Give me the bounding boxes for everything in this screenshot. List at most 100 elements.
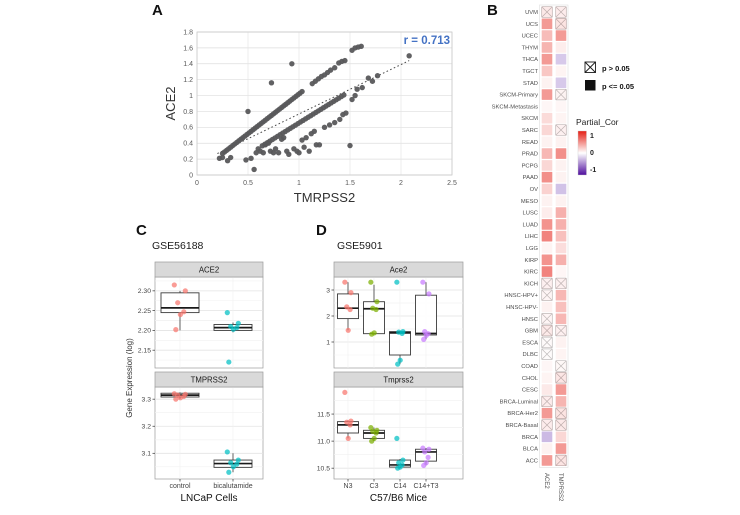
cancer-type-label: KIRC bbox=[524, 270, 538, 276]
y-axis-title: Gene Expression (log) bbox=[125, 338, 134, 418]
cancer-type-label: CESC bbox=[522, 388, 538, 394]
data-point bbox=[253, 150, 259, 156]
jitter-point bbox=[230, 326, 236, 332]
data-point bbox=[275, 150, 282, 156]
y-tick-label: 0.8 bbox=[183, 109, 193, 116]
data-point bbox=[289, 61, 295, 67]
cancer-type-label: BRCA-Her2 bbox=[507, 411, 538, 417]
jitter-point bbox=[345, 327, 351, 333]
cancer-type-label: LIHC bbox=[525, 234, 538, 240]
cancer-type-label: UCEC bbox=[522, 34, 538, 40]
heatmap-cell bbox=[555, 183, 567, 195]
heatmap-cell bbox=[541, 384, 553, 395]
jitter-point bbox=[426, 446, 432, 452]
jitter-point bbox=[228, 460, 234, 466]
data-point bbox=[219, 154, 226, 161]
heatmap-cell bbox=[541, 53, 553, 65]
data-point bbox=[311, 128, 317, 135]
data-point bbox=[306, 148, 312, 154]
y-tick-label: 2 bbox=[326, 313, 330, 320]
jitter-point bbox=[400, 457, 406, 463]
cross-mark bbox=[541, 289, 553, 301]
cancer-type-label: BLCA bbox=[523, 447, 538, 453]
jitter-point bbox=[397, 357, 403, 363]
y-tick-label: 0.6 bbox=[183, 125, 193, 132]
x-tick-label: 2 bbox=[399, 180, 403, 187]
jitter-point bbox=[226, 359, 232, 365]
data-point bbox=[227, 154, 234, 161]
jitter-point bbox=[345, 435, 351, 442]
cancer-type-label: GBM bbox=[525, 329, 538, 335]
group-label: control bbox=[169, 483, 190, 490]
jitter-point bbox=[421, 462, 427, 469]
cancer-type-label: SARC bbox=[522, 128, 538, 134]
cancer-type-label: THYM bbox=[522, 45, 539, 51]
group-label: bicalutamide bbox=[213, 483, 252, 490]
data-point bbox=[296, 150, 302, 156]
cancer-type-label: PCPG bbox=[522, 163, 539, 169]
cancer-type-label: SKCM bbox=[521, 116, 538, 122]
data-point bbox=[341, 92, 347, 98]
jitter-point bbox=[395, 465, 401, 471]
x-axis-title: C57/B6 Mice bbox=[370, 493, 428, 504]
y-tick-label: 0.2 bbox=[183, 157, 193, 164]
heatmap-cell bbox=[555, 112, 567, 124]
heatmap-cell bbox=[541, 18, 553, 30]
jitter-point bbox=[368, 279, 374, 285]
data-point bbox=[359, 84, 365, 91]
y-tick-label: 3.1 bbox=[142, 451, 152, 458]
group-label: N3 bbox=[344, 483, 353, 490]
cross-mark bbox=[541, 419, 553, 431]
heatmap-cell bbox=[555, 266, 567, 277]
jitter-point bbox=[347, 306, 353, 313]
y-tick-label: 2.15 bbox=[138, 347, 151, 354]
x-tick-label: 0.5 bbox=[243, 180, 253, 187]
heatmap-cell bbox=[555, 230, 567, 242]
jitter-point bbox=[224, 449, 230, 455]
heatmap-cell bbox=[541, 112, 553, 124]
jitter-point bbox=[348, 290, 354, 296]
heatmap-cell bbox=[541, 42, 553, 53]
y-axis-title: ACE2 bbox=[163, 87, 178, 121]
p-gt-icon-cross bbox=[584, 61, 596, 73]
heatmap-cell bbox=[555, 348, 567, 360]
heatmap-cell bbox=[555, 431, 567, 443]
cancer-type-label: SKCM-Metastasis bbox=[492, 104, 538, 110]
data-point bbox=[343, 110, 349, 116]
cancer-type-label: UVM bbox=[525, 10, 538, 16]
jitter-point bbox=[373, 430, 379, 436]
data-point bbox=[358, 43, 364, 49]
y-tick-label: 2.25 bbox=[138, 308, 151, 315]
data-point bbox=[248, 155, 254, 162]
cross-mark bbox=[541, 348, 553, 360]
cancer-type-label: OV bbox=[530, 187, 539, 193]
heatmap-cell bbox=[541, 266, 553, 277]
group-label: C14 bbox=[394, 483, 407, 490]
p-le-label: p <= 0.05 bbox=[602, 82, 634, 91]
data-point bbox=[299, 137, 305, 143]
jitter-point bbox=[347, 422, 353, 428]
heatmap-cell bbox=[555, 101, 567, 112]
heatmap-cell bbox=[541, 230, 553, 242]
cancer-type-label: TGCT bbox=[522, 69, 538, 75]
boxplot-gse56188: ACE2 2.15 2.20 2.25 2.30 TMPRSS2 3.1 3.2 3.3 cont… bbox=[125, 261, 264, 504]
panel-b-label: B bbox=[487, 2, 498, 19]
cross-mark bbox=[541, 313, 553, 325]
heatmap-cell bbox=[541, 171, 553, 183]
y-tick-label: 0.4 bbox=[183, 141, 193, 148]
heatmap-cell bbox=[555, 65, 567, 77]
jitter-point bbox=[173, 327, 179, 333]
cancer-type-label: ACC bbox=[526, 458, 538, 464]
heatmap-cell bbox=[541, 431, 553, 443]
cancer-type-label: THCA bbox=[522, 57, 538, 63]
cross-mark bbox=[541, 336, 553, 348]
cancer-type-label: LUSC bbox=[523, 211, 538, 217]
scale-title: Partial_Cor bbox=[576, 117, 619, 127]
data-point bbox=[352, 92, 358, 99]
column-label-ace2: ACE2 bbox=[543, 473, 549, 489]
heatmap-cell bbox=[541, 89, 553, 100]
scale-tick: 1 bbox=[590, 133, 594, 140]
heatmap-cell bbox=[555, 301, 567, 313]
cross-mark bbox=[541, 277, 553, 289]
